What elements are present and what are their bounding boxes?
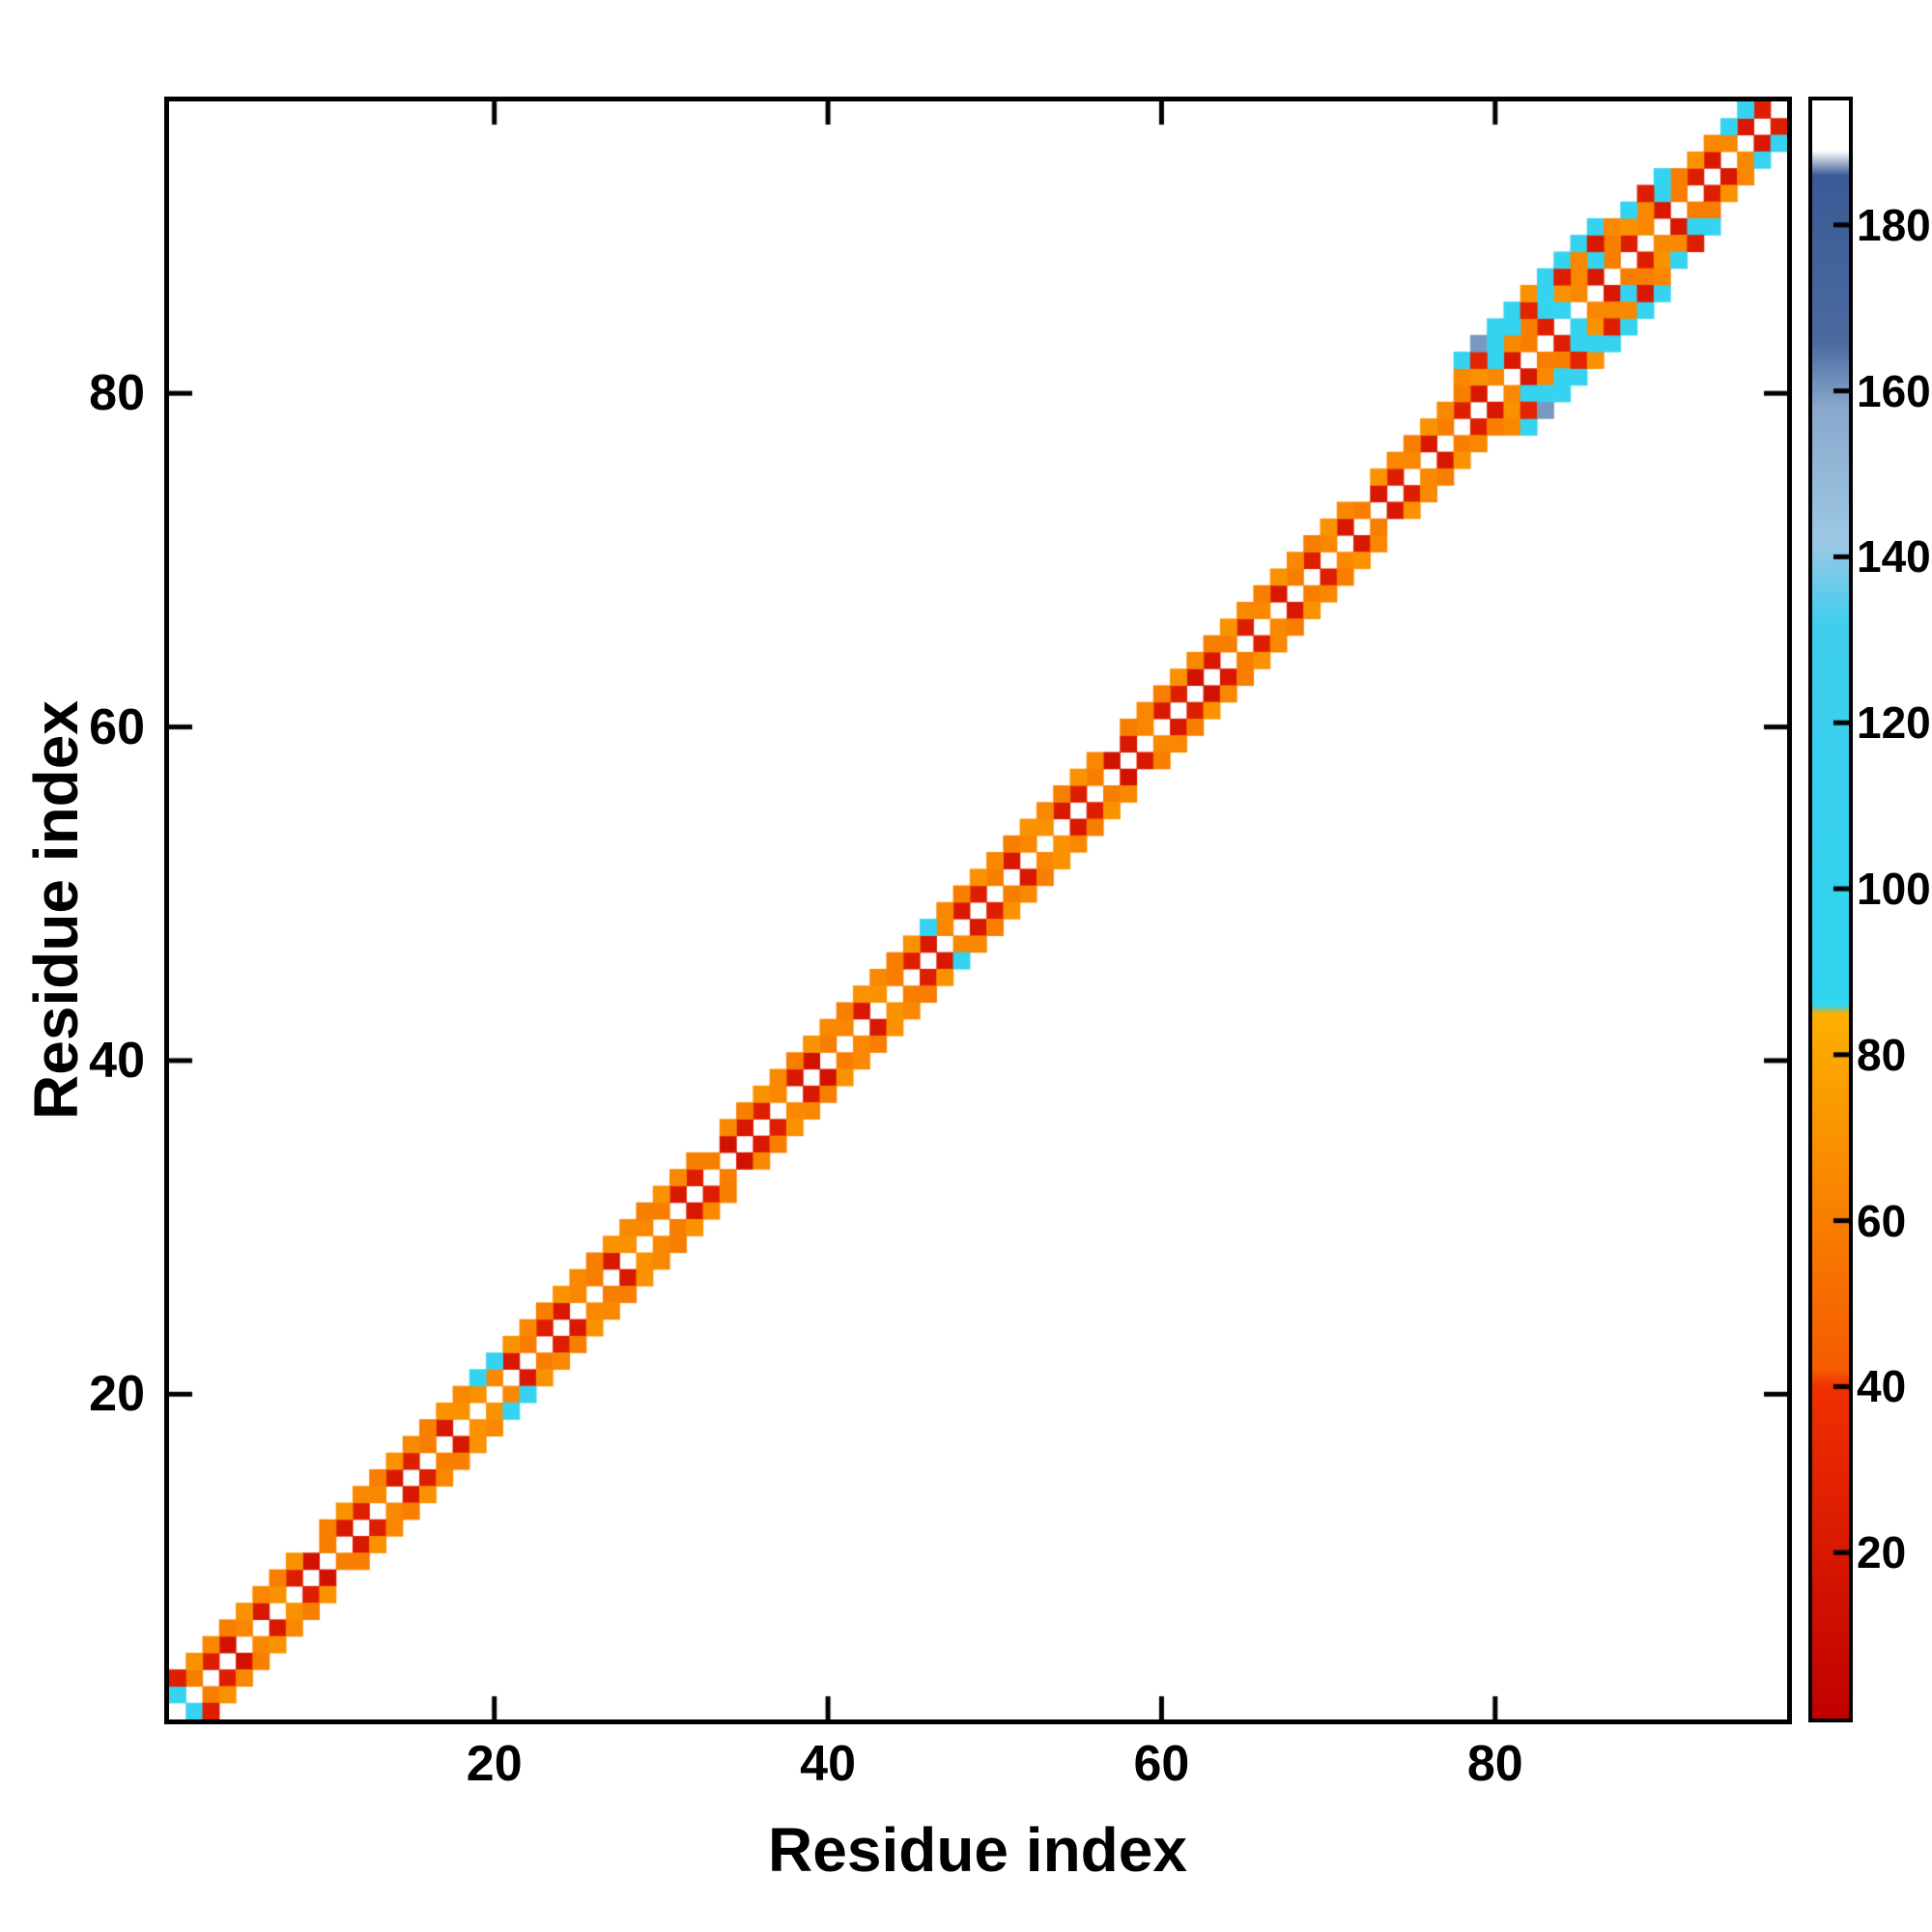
x-tick-label: 60 <box>1133 1736 1190 1792</box>
x-axis-label: Residue index <box>768 1815 1187 1885</box>
colorbar-tick-label: 20 <box>1857 1527 1907 1578</box>
y-tick-label: 20 <box>89 1366 145 1423</box>
heatmap-canvas <box>169 101 1787 1719</box>
y-tick-label: 60 <box>89 698 145 755</box>
colorbar-tick-label: 100 <box>1857 864 1931 915</box>
colorbar-tick-label: 160 <box>1857 365 1931 416</box>
colorbar-canvas <box>1812 100 1849 1719</box>
colorbar-tick-label: 120 <box>1857 697 1931 749</box>
colorbar-tick-label: 140 <box>1857 531 1931 582</box>
colorbar-tick-label: 60 <box>1857 1195 1907 1246</box>
colorbar-tick-label: 180 <box>1857 199 1931 250</box>
y-tick-label: 80 <box>89 365 145 422</box>
y-tick-label: 40 <box>89 1032 145 1089</box>
x-tick-label: 20 <box>466 1736 523 1792</box>
x-tick-label: 40 <box>800 1736 856 1792</box>
heatmap-plot <box>164 97 1792 1724</box>
colorbar-tick-label: 80 <box>1857 1029 1907 1080</box>
colorbar-tick-label: 40 <box>1857 1361 1907 1412</box>
x-tick-label: 80 <box>1466 1736 1523 1792</box>
colorbar <box>1808 97 1853 1722</box>
